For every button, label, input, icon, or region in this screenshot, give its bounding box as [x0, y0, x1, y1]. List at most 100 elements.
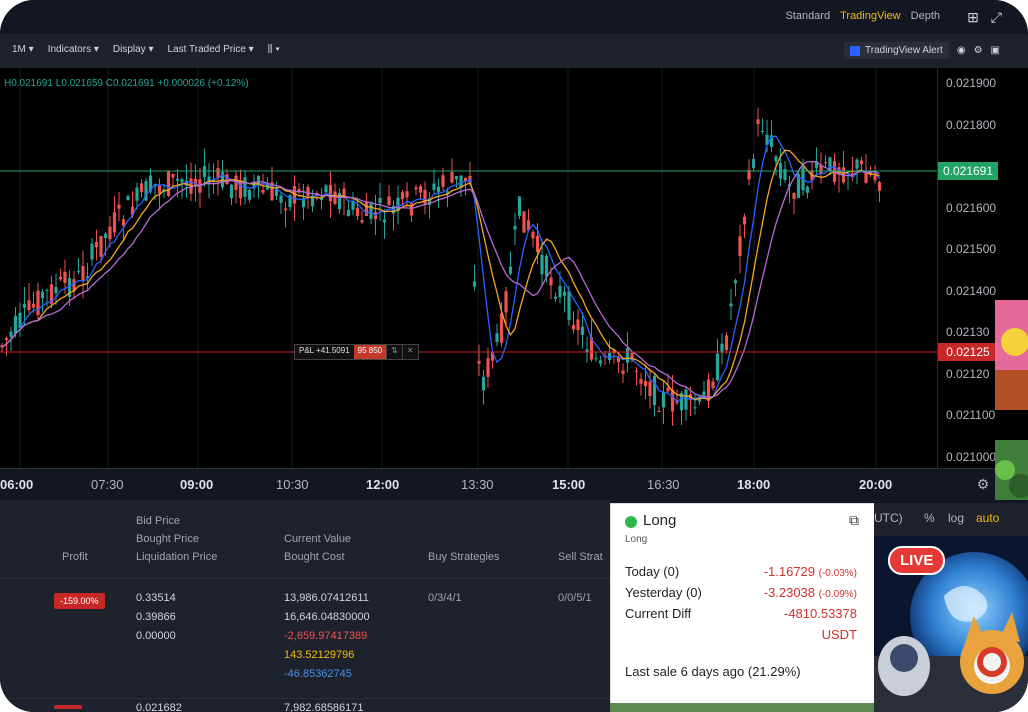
candle-body — [769, 135, 774, 147]
candle-body — [630, 353, 634, 361]
candle-body — [517, 196, 522, 216]
candle-body — [234, 175, 238, 190]
card-subtitle: Long — [625, 534, 648, 545]
candle-body — [526, 220, 531, 231]
status-dot-icon — [625, 516, 637, 528]
candle-body — [27, 300, 31, 311]
card-footer-strip — [610, 703, 874, 712]
alert-label: TradingView Alert — [865, 45, 943, 56]
sell-strategies[interactable]: 0/0/5/1 — [558, 592, 592, 604]
toolbar-right: TradingView Alert ◉ ⚙ ▣ — [844, 42, 1000, 59]
candle-body — [63, 271, 67, 283]
pnl-close-icon[interactable]: ✕ — [401, 345, 418, 359]
candle-body — [445, 191, 450, 194]
candle-body — [252, 181, 256, 189]
price-chart[interactable] — [0, 68, 938, 468]
table-row[interactable]: -159.00% 0.33514 0.39866 0.00000 13,986.… — [0, 578, 610, 699]
candle-body — [297, 189, 301, 192]
candle-body — [126, 196, 130, 201]
candle-body — [333, 191, 337, 204]
candle-body — [72, 279, 76, 292]
candle-body — [18, 312, 22, 329]
candle-body — [679, 393, 684, 411]
buy-strategies[interactable]: 0/3/4/1 — [428, 592, 462, 604]
tab-tradingview[interactable]: TradingView — [840, 10, 901, 22]
liquidation-price: 0.00000 — [136, 630, 176, 642]
col-bought-cost: Bought Cost — [284, 551, 345, 563]
display-menu[interactable]: Display ▾ — [112, 44, 154, 55]
candle-body — [877, 182, 882, 191]
y-tick: 0.021400 — [946, 284, 997, 298]
candle-body — [684, 389, 688, 410]
display-label: Display — [112, 44, 146, 55]
candle-body — [634, 370, 639, 372]
toolbar-left: 1M ▾ Indicators ▾ Display ▾ Last Traded … — [12, 44, 280, 55]
tab-standard[interactable]: Standard — [785, 10, 831, 22]
candle-body — [459, 175, 463, 188]
candle-body — [360, 220, 364, 223]
last-price-tag: 0.021691 — [938, 162, 998, 180]
chart-type-icon[interactable]: ⫼ ▾ — [267, 44, 280, 55]
candle-body — [319, 197, 324, 200]
interval-selector[interactable]: 1M ▾ — [12, 44, 34, 55]
ma-mid-line — [1, 149, 880, 401]
unit-label: USDT — [821, 627, 857, 642]
candle-body — [148, 175, 153, 192]
candle-body — [310, 195, 315, 207]
candle-body — [432, 183, 436, 190]
col-bid-price: Bid Price — [136, 515, 181, 527]
candle-body — [540, 254, 544, 275]
candle-body — [81, 266, 85, 281]
pnl-qty: 95 850 — [353, 345, 387, 359]
live-stream-thumbnail[interactable]: LIVE — [874, 536, 1028, 712]
candle-body — [400, 192, 405, 200]
candle-body — [144, 181, 148, 201]
candle-body — [288, 195, 292, 208]
external-link-icon[interactable]: ⧉ — [849, 512, 859, 528]
save-icon[interactable]: ▣ — [990, 45, 1000, 56]
position-pnl-label[interactable]: P&L +41.5091 95 850 ⇅ ✕ — [294, 344, 419, 360]
candle-body — [121, 219, 126, 226]
y-tick: 0.021000 — [946, 450, 997, 464]
table-row[interactable]: 0.021682 7,982.68586171 — [0, 698, 610, 712]
candle-body — [589, 337, 594, 360]
candle-body — [738, 236, 742, 256]
price-type-menu[interactable]: Last Traded Price ▾ — [167, 44, 254, 55]
candle-body — [0, 345, 4, 348]
candle-body — [598, 360, 603, 364]
candle-body — [414, 187, 418, 190]
log-toggle[interactable]: log — [948, 511, 965, 525]
candle-body — [378, 198, 382, 204]
tradingview-alert-button[interactable]: TradingView Alert — [844, 42, 949, 59]
candle-body — [625, 348, 630, 363]
candle-body — [283, 208, 288, 211]
candle-body — [180, 179, 184, 183]
candle-body — [742, 216, 747, 225]
fullscreen-icon[interactable]: ⤢ — [990, 9, 1002, 25]
indicators-menu[interactable]: Indicators ▾ — [47, 44, 99, 55]
tab-depth[interactable]: Depth — [910, 10, 940, 22]
pnl-adjust-icon[interactable]: ⇅ — [386, 345, 402, 359]
candle-body — [441, 175, 445, 187]
grid-icon[interactable]: ⊞ — [967, 9, 979, 25]
timezone-label[interactable]: UTC) — [874, 511, 903, 525]
candle-body — [387, 196, 391, 206]
candle-body — [135, 187, 139, 201]
candle-body — [670, 389, 675, 412]
candle-body — [31, 303, 36, 308]
chart-area[interactable]: H0.021691 L0.021659 C0.021691 +0.000026 … — [0, 68, 1028, 501]
camera-icon[interactable]: ◉ — [956, 45, 966, 56]
candle-body — [40, 291, 45, 299]
chart-toolbar: 1M ▾ Indicators ▾ Display ▾ Last Traded … — [0, 34, 1028, 69]
current-diff-label: Current Diff — [625, 606, 692, 621]
candle-body — [85, 276, 90, 279]
time-axis[interactable]: 06:00 07:30 09:00 10:30 12:00 13:30 15:0… — [0, 468, 938, 501]
settings-icon[interactable]: ⚙ — [973, 45, 983, 56]
candle-body — [850, 173, 855, 175]
x-tick: 09:00 — [180, 477, 214, 492]
percent-toggle[interactable]: % — [924, 511, 935, 525]
candle-body — [661, 392, 666, 408]
auto-toggle[interactable]: auto — [976, 511, 1000, 525]
live-badge: LIVE — [888, 546, 946, 575]
candle-body — [486, 358, 490, 377]
